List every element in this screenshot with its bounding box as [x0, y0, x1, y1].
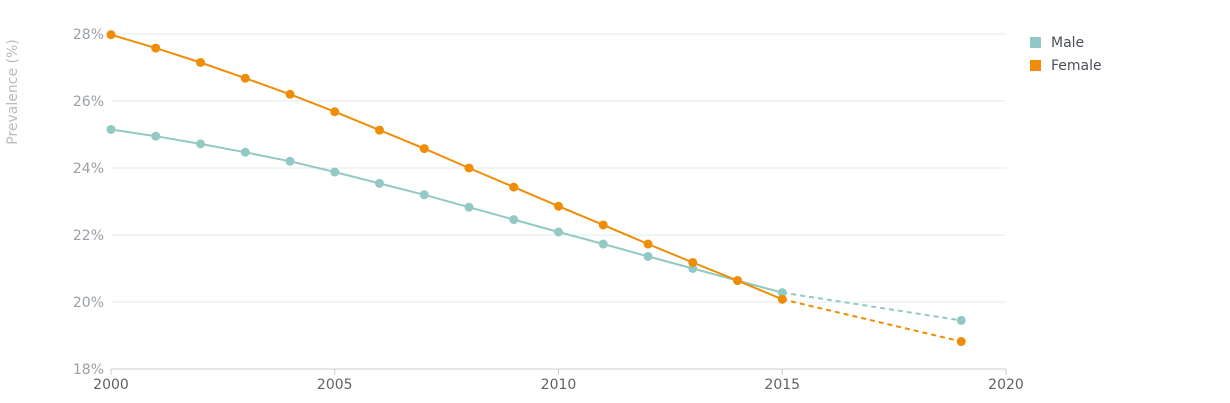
data-point-female[interactable] — [643, 239, 653, 249]
grid-layer — [111, 33, 1006, 370]
data-point-male[interactable] — [598, 239, 608, 249]
legend-swatch-male — [1030, 37, 1041, 48]
data-point-male[interactable] — [464, 202, 474, 212]
axis-layer: 18% 20% 22% 24% 26% 28% 2000 2005 2010 2015 2020 — [73, 27, 1024, 393]
data-point-female[interactable] — [777, 294, 787, 304]
x-tick-label: 2010 — [541, 377, 577, 393]
data-point-male[interactable] — [509, 215, 519, 225]
data-point-female[interactable] — [509, 182, 519, 192]
y-tick-label: 18% — [73, 362, 104, 378]
data-point-female[interactable] — [733, 276, 742, 286]
data-point-male[interactable] — [240, 147, 250, 157]
legend-label-male[interactable]: Male — [1051, 35, 1084, 51]
projected-point-male[interactable] — [956, 315, 966, 325]
data-point-female[interactable] — [285, 89, 295, 99]
data-point-female[interactable] — [106, 30, 116, 40]
data-point-female[interactable] — [419, 144, 429, 154]
series-layer — [106, 30, 966, 347]
series-line-female — [110, 33, 783, 301]
y-tick-label: 20% — [73, 295, 104, 311]
data-point-female[interactable] — [151, 43, 161, 53]
legend: Male Female — [1030, 35, 1102, 74]
data-point-male[interactable] — [196, 139, 205, 149]
data-point-male[interactable] — [330, 167, 340, 177]
data-point-male[interactable] — [777, 288, 787, 298]
data-point-male[interactable] — [643, 251, 653, 261]
x-tick-label: 2020 — [988, 377, 1024, 393]
projection-line-male — [782, 291, 962, 322]
x-tick-label: 2005 — [317, 377, 353, 393]
x-tick-label: 2015 — [764, 377, 800, 393]
projected-point-female[interactable] — [956, 337, 966, 347]
data-point-female[interactable] — [330, 107, 340, 117]
data-point-male[interactable] — [419, 190, 429, 200]
data-point-female[interactable] — [196, 57, 205, 67]
y-tick-label: 22% — [73, 228, 104, 244]
projection-line-female — [782, 298, 962, 343]
x-tick-label: 2000 — [93, 377, 129, 393]
legend-label-female[interactable]: Female — [1051, 58, 1102, 74]
data-point-male[interactable] — [375, 178, 384, 188]
series-line-male — [110, 128, 783, 294]
data-point-male[interactable] — [106, 124, 116, 134]
data-point-male[interactable] — [285, 156, 295, 166]
data-point-female[interactable] — [464, 163, 474, 173]
legend-swatch-female — [1030, 60, 1041, 71]
y-axis-title: Prevalence (%) — [5, 39, 21, 145]
data-point-female[interactable] — [554, 201, 563, 211]
y-tick-label: 24% — [73, 161, 104, 177]
data-point-female[interactable] — [598, 220, 608, 230]
data-point-male[interactable] — [151, 131, 161, 141]
data-point-female[interactable] — [688, 257, 698, 267]
data-point-female[interactable] — [240, 73, 250, 83]
y-tick-label: 28% — [73, 27, 104, 43]
y-tick-label: 26% — [73, 94, 104, 110]
data-point-female[interactable] — [375, 125, 384, 135]
data-point-male[interactable] — [554, 227, 563, 237]
